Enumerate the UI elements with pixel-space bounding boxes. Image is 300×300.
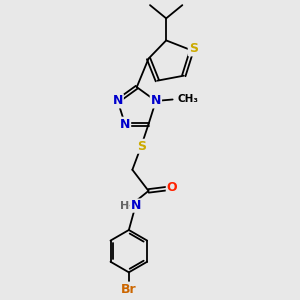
Text: O: O <box>167 182 177 194</box>
Text: Br: Br <box>121 283 136 296</box>
Text: N: N <box>112 94 123 107</box>
Text: N: N <box>120 118 130 131</box>
Text: S: S <box>137 140 146 153</box>
Text: S: S <box>189 42 198 56</box>
Text: N: N <box>130 199 141 212</box>
Text: H: H <box>120 201 129 211</box>
Text: CH₃: CH₃ <box>178 94 199 104</box>
Text: N: N <box>151 94 161 107</box>
